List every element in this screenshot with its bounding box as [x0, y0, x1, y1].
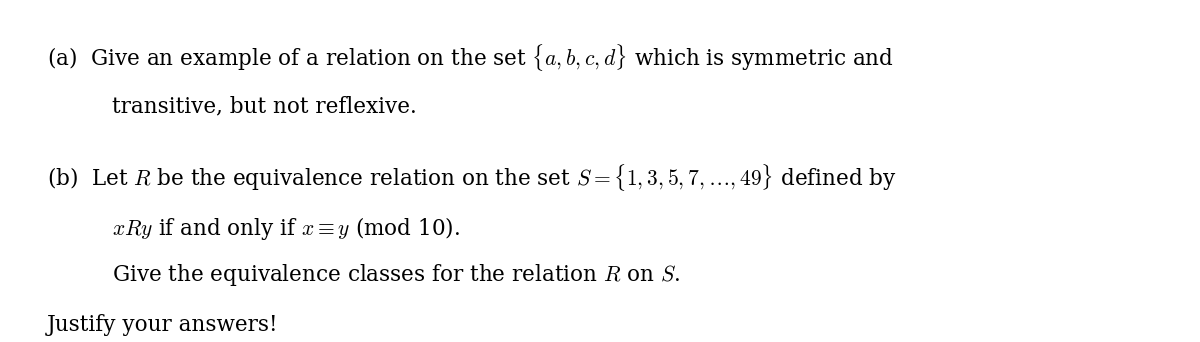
Text: $xRy$ if and only if $x \equiv y$ (mod 10).: $xRy$ if and only if $x \equiv y$ (mod 1… — [112, 215, 460, 242]
Text: (a)  Give an example of a relation on the set $\{a, b, c, d\}$ which is symmetri: (a) Give an example of a relation on the… — [47, 41, 894, 73]
Text: transitive, but not reflexive.: transitive, but not reflexive. — [112, 95, 416, 117]
Text: Give the equivalence classes for the relation $R$ on $S$.: Give the equivalence classes for the rel… — [112, 262, 679, 288]
Text: (b)  Let $R$ be the equivalence relation on the set $S = \{1, 3, 5, 7, \ldots, 4: (b) Let $R$ be the equivalence relation … — [47, 162, 896, 193]
Text: Justify your answers!: Justify your answers! — [47, 314, 278, 336]
